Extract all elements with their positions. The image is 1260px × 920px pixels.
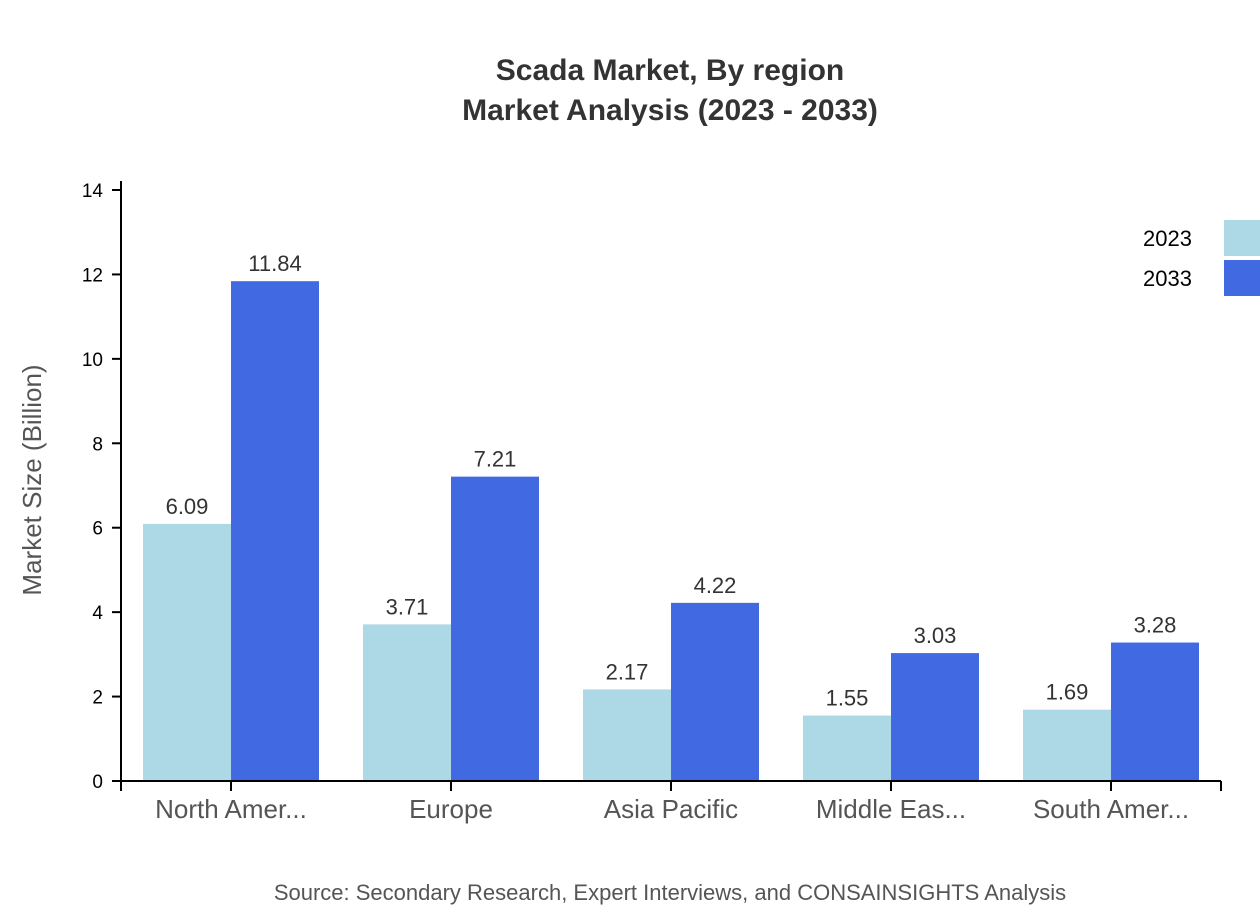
- data-label: 4.22: [694, 573, 737, 598]
- source-note: Source: Secondary Research, Expert Inter…: [274, 880, 1066, 905]
- bar-2023: [1023, 709, 1111, 781]
- data-label: 7.21: [474, 447, 517, 472]
- x-category-label: Middle Eas...: [816, 794, 966, 824]
- bar-2023: [363, 624, 451, 781]
- y-tick-label: 6: [92, 519, 103, 540]
- legend: 2023 2033: [1143, 220, 1260, 296]
- bar-2033: [231, 281, 319, 781]
- y-tick-label: 14: [82, 181, 104, 202]
- data-label: 3.28: [1134, 613, 1177, 638]
- y-tick-label: 0: [92, 772, 103, 793]
- bar-2033: [1111, 642, 1199, 781]
- legend-swatch-2033: [1224, 260, 1260, 296]
- bar-2023: [803, 715, 891, 781]
- data-label: 3.03: [914, 623, 957, 648]
- x-category-label: Asia Pacific: [604, 794, 738, 824]
- bar-2033: [891, 653, 979, 781]
- x-category-label: North Amer...: [155, 794, 307, 824]
- y-axis-title: Market Size (Billion): [17, 364, 47, 595]
- data-label: 1.55: [826, 686, 869, 711]
- bar-2033: [451, 476, 539, 781]
- bar-2023: [143, 523, 231, 781]
- plot-area: 6.09 11.84 3.71 7.21 2.17 4.22 1.55 3.03 1.69 3.2…: [143, 251, 1199, 781]
- data-label: 1.69: [1046, 680, 1089, 705]
- y-tick-label: 10: [82, 350, 103, 371]
- y-tick-label: 4: [92, 603, 103, 624]
- y-tick-label: 8: [92, 434, 103, 455]
- axes: 0 2 4 6 8 10 12 14 North Amer... Europe Asia Pacif…: [82, 181, 1222, 824]
- data-label: 6.09: [166, 494, 209, 519]
- data-label: 11.84: [248, 251, 301, 276]
- legend-label: 2033: [1143, 266, 1192, 291]
- chart-title: Scada Market, By region: [496, 54, 844, 87]
- bar-2023: [583, 689, 671, 781]
- bar-2033: [671, 602, 759, 781]
- legend-swatch-2023: [1224, 220, 1260, 256]
- y-tick-label: 12: [82, 265, 103, 286]
- y-tick-label: 2: [92, 688, 103, 709]
- x-category-label: South Amer...: [1033, 794, 1189, 824]
- legend-label: 2023: [1143, 226, 1192, 251]
- chart-subtitle: Market Analysis (2023 - 2033): [462, 94, 878, 127]
- data-label: 2.17: [606, 659, 649, 684]
- data-label: 3.71: [386, 594, 429, 619]
- x-category-label: Europe: [409, 794, 493, 824]
